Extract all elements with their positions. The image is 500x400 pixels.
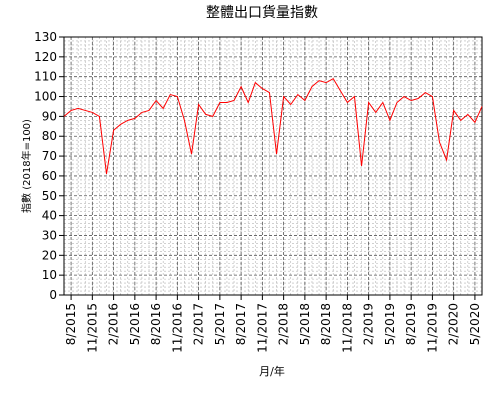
y-tick-label: 20	[42, 248, 57, 262]
y-tick-label: 50	[42, 189, 57, 203]
x-tick-label: 2/2016	[107, 303, 121, 345]
y-tick-label: 120	[34, 50, 57, 64]
series-line	[63, 78, 483, 175]
y-tick-label: 40	[42, 209, 57, 223]
x-tick-label: 11/2017	[255, 303, 269, 353]
x-tick-label: 5/2016	[128, 303, 142, 345]
x-tick-label: 11/2015	[85, 303, 99, 353]
chart-title: 整體出口貨量指數	[206, 4, 318, 21]
x-tick-label: 5/2020	[468, 303, 482, 345]
y-tick-label: 60	[42, 169, 57, 183]
x-tick-label: 5/2017	[213, 303, 227, 345]
plot-background	[64, 37, 482, 295]
x-tick-label: 8/2017	[234, 303, 248, 345]
x-tick-label: 5/2018	[298, 303, 312, 345]
x-tick-label: 2/2019	[362, 303, 376, 345]
y-tick-label: 110	[34, 70, 57, 84]
y-axis-label: 指數 (2018年=100)	[20, 119, 33, 213]
x-tick-label: 11/2018	[340, 303, 354, 353]
y-tick-label: 70	[42, 149, 57, 163]
y-tick-label: 100	[34, 90, 57, 104]
x-axis: 8/2015 11/2015 2/2016 5/2016 8/2016 11/2016 2/…	[63, 36, 483, 353]
y-tick-label: 10	[42, 268, 57, 282]
x-tick-label: 8/2015	[64, 303, 78, 345]
y-tick-label: 30	[42, 228, 57, 242]
x-tick-label: 11/2019	[425, 303, 439, 353]
y-tick-label: 0	[49, 288, 57, 302]
x-tick-label: 2/2020	[447, 303, 461, 345]
x-tick-label: 2/2018	[277, 303, 291, 345]
y-tick-label: 90	[42, 109, 57, 123]
y-axis: 0 10 20 30 40 50 60 70 80 90 100 110 120 130	[34, 30, 64, 302]
y-tick-label: 80	[42, 129, 57, 143]
series-layer	[63, 78, 483, 175]
y-tick-label: 130	[34, 30, 57, 44]
x-axis-label: 月/年	[259, 364, 285, 378]
x-tick-label: 11/2016	[170, 303, 184, 353]
x-tick-label: 5/2019	[383, 303, 397, 345]
grid-lines	[63, 36, 483, 296]
x-tick-label: 8/2016	[149, 303, 163, 345]
x-tick-label: 2/2017	[192, 303, 206, 345]
x-tick-label: 8/2019	[404, 303, 418, 345]
x-tick-label: 8/2018	[319, 303, 333, 345]
plot-frame	[63, 36, 483, 296]
